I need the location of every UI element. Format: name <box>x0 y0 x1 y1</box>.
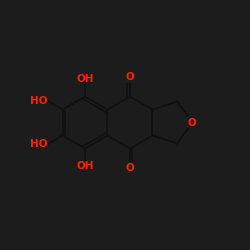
Text: O: O <box>126 163 134 173</box>
Text: OH: OH <box>76 161 94 171</box>
Text: HO: HO <box>30 140 47 149</box>
Text: O: O <box>188 118 197 128</box>
Text: HO: HO <box>30 96 47 106</box>
Text: O: O <box>126 72 134 82</box>
Text: OH: OH <box>76 74 94 84</box>
